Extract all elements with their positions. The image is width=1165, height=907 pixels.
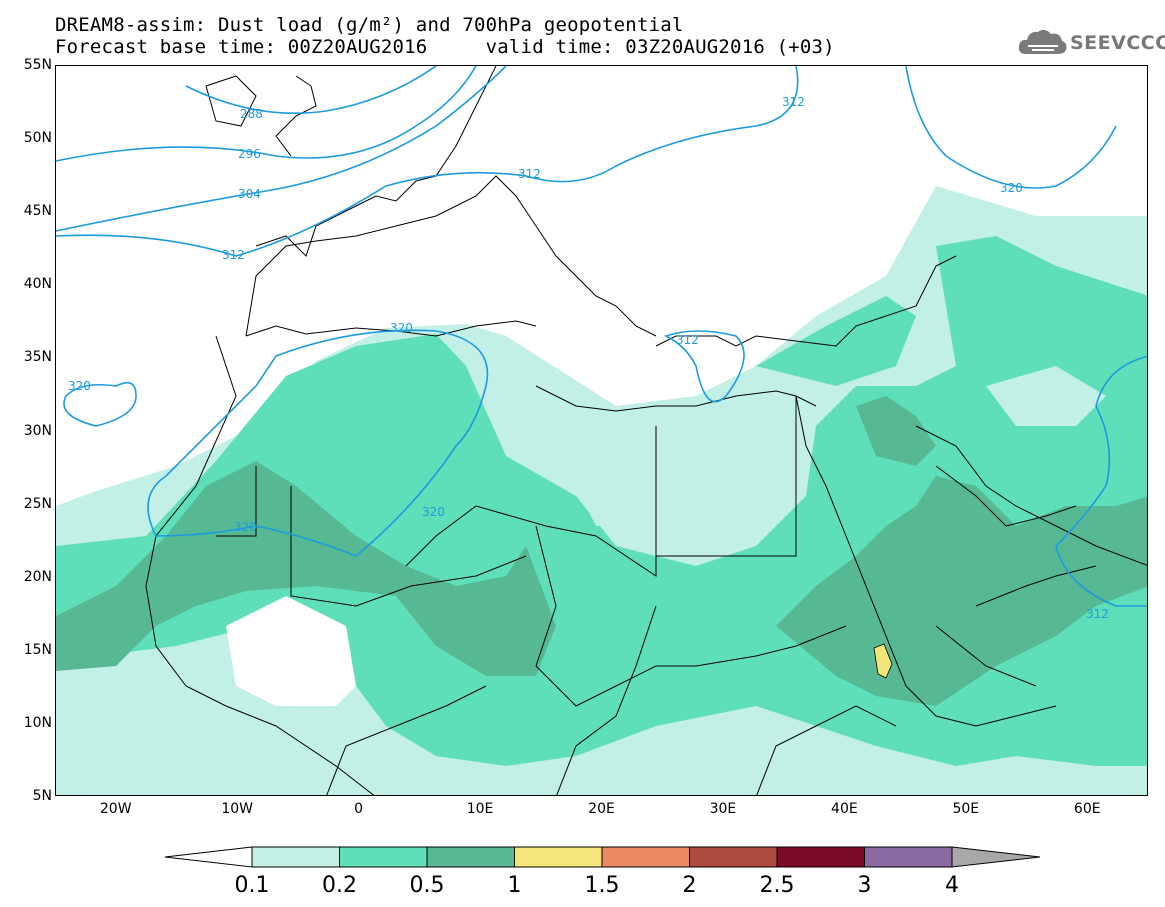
colorbar-swatch bbox=[601, 846, 690, 868]
contour-label: 312 bbox=[518, 167, 541, 181]
coastlines-borders bbox=[145, 66, 1147, 795]
lon-label: 20W bbox=[99, 801, 132, 817]
contour-label: 312 bbox=[782, 95, 805, 109]
colorbar-level-label: 0.1 bbox=[234, 873, 270, 898]
dust-map: 288 296 304 312 312 312 312 320 320 320 … bbox=[56, 66, 1147, 795]
lat-label: 5N bbox=[32, 788, 52, 804]
colorbar-level-label: 1 bbox=[507, 873, 522, 898]
lat-label: 45N bbox=[23, 203, 52, 220]
lat-label: 30N bbox=[23, 422, 52, 439]
geopotential-contours bbox=[56, 66, 1147, 607]
dust-max-spot bbox=[873, 643, 893, 679]
dust-shading-dark bbox=[56, 396, 1147, 706]
contour-label: 320 bbox=[1000, 181, 1023, 195]
logo-text: SEEVCCC bbox=[1070, 32, 1165, 54]
colorbar-swatch bbox=[864, 846, 953, 868]
contour-label: 320 bbox=[390, 321, 413, 335]
colorbar-level-label: 0.2 bbox=[322, 873, 357, 898]
lat-label: 40N bbox=[23, 276, 52, 293]
lon-label: 10W bbox=[221, 801, 253, 817]
contour-label: 312 bbox=[676, 333, 699, 347]
lon-label: 10E bbox=[466, 801, 494, 817]
contour-label: 288 bbox=[240, 107, 263, 121]
colorbar-level-label: 1.5 bbox=[584, 873, 620, 898]
contour-label: 320 bbox=[422, 505, 445, 519]
contour-label: 312 bbox=[222, 248, 245, 262]
colorbar-swatch bbox=[776, 846, 865, 868]
contour-labels: 288 296 304 312 312 312 312 320 320 320 … bbox=[68, 95, 1109, 621]
lon-label: 0 bbox=[354, 801, 364, 817]
lat-label: 25N bbox=[23, 495, 52, 512]
contour-label: 304 bbox=[238, 187, 261, 201]
dust-clear-areas bbox=[226, 366, 1106, 706]
colorbar-swatch bbox=[514, 846, 603, 868]
colorbar-swatch bbox=[251, 846, 340, 868]
colorbar-over-arrow bbox=[951, 846, 1041, 868]
lat-label: 55N bbox=[23, 57, 52, 73]
lat-label: 20N bbox=[23, 568, 52, 585]
forecast-time-line: Forecast base time: 00Z20AUG2016 valid t… bbox=[55, 36, 835, 58]
cloud-icon bbox=[1018, 29, 1067, 54]
contour-label: 312 bbox=[1086, 607, 1109, 621]
colorbar-level-label: 2.5 bbox=[759, 873, 795, 898]
colorbar-level-label: 4 bbox=[945, 873, 959, 898]
map-title: DREAM8-assim: Dust load (g/m²) and 700hP… bbox=[55, 14, 684, 36]
lat-label: 35N bbox=[23, 349, 52, 366]
lon-label: 60E bbox=[1073, 801, 1101, 817]
colorbar-level-label: 3 bbox=[857, 873, 872, 898]
contour-label: 320 bbox=[68, 379, 91, 393]
lon-label: 40E bbox=[831, 801, 858, 817]
colorbar-under-arrow bbox=[164, 846, 253, 868]
lat-label: 50N bbox=[23, 130, 52, 147]
seevccc-logo: SEEVCCC bbox=[1018, 26, 1165, 58]
lon-label: 20E bbox=[588, 801, 615, 817]
contour-label: 320 bbox=[234, 520, 257, 534]
lat-label: 15N bbox=[23, 641, 52, 658]
map-panel: 288 296 304 312 312 312 312 320 320 320 … bbox=[55, 65, 1148, 796]
colorbar-swatch bbox=[689, 846, 778, 868]
colorbar-level-label: 2 bbox=[682, 873, 697, 898]
lon-label: 30E bbox=[709, 801, 737, 817]
colorbar-swatch bbox=[339, 846, 428, 868]
contour-label: 296 bbox=[238, 147, 261, 161]
colorbar-level-label: 0.5 bbox=[409, 873, 445, 898]
lat-label: 10N bbox=[23, 714, 52, 731]
colorbar-swatch bbox=[426, 846, 515, 868]
lon-label: 50E bbox=[952, 801, 980, 817]
